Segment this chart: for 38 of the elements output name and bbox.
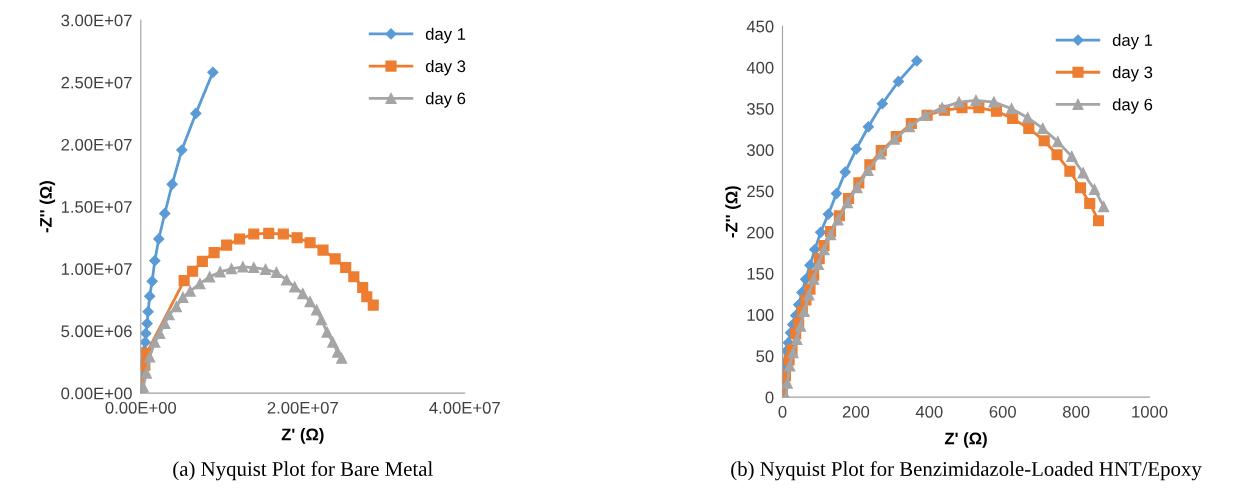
y-tick-label: 1.50E+07 [61,201,132,213]
y-tick-label: 350 [746,103,774,115]
text: (b) Nyquist Plot for Benzimidazole-Loaded HNT/Epoxy [731,461,1202,481]
y-tick-label: 50 [756,350,774,363]
x-axis-title: Z' (Ω) [281,428,324,444]
y-tick-label: 3.00E+07 [61,14,132,27]
y-tick-label: 250 [747,185,774,198]
legend-label: day 6 [425,92,466,108]
x-tick-label: 1000 [1132,405,1168,418]
x-axis-title: Z' (Ω) [944,432,987,448]
y-tick-label: 2.50E+07 [61,76,132,89]
y-tick-label: 450 [746,20,774,33]
x-tick-label: 0 [778,405,787,418]
x-tick-label: 0.00E+00 [105,401,177,414]
x-tick-label: 800 [1062,405,1090,418]
y-axis-title: -Z'' (Ω) [725,186,741,238]
y-tick-label: 400 [746,61,774,74]
y-axis-title: -Z'' (Ω) [39,181,56,233]
legend-label: day 1 [425,27,466,44]
y-tick-label: 0.00E+00 [61,387,132,400]
x-tick-label: 200 [842,405,870,418]
legend-label: day 1 [1112,33,1153,50]
y-tick-label: 5.00E+06 [61,325,132,338]
y-tick-label: 200 [747,226,774,239]
y-tick-label: 1.00E+07 [61,263,132,275]
y-tick-label: 150 [747,267,774,280]
y-tick-label: 100 [747,309,774,321]
x-tick-label: 2.00E+07 [267,401,338,414]
y-tick-label: 2.00E+07 [61,138,132,151]
x-tick-label: 4.00E+07 [429,401,500,414]
legend-label: day 3 [1112,65,1153,82]
text: (a) Nyquist Plot for Bare Metal [173,461,433,481]
y-tick-label: 0 [765,391,774,404]
y-tick-label: 300 [746,144,774,157]
legend-label: day 3 [425,59,466,76]
x-tick-label: 600 [989,405,1016,418]
legend-label: day 6 [1112,98,1153,114]
x-tick-label: 400 [915,405,943,418]
